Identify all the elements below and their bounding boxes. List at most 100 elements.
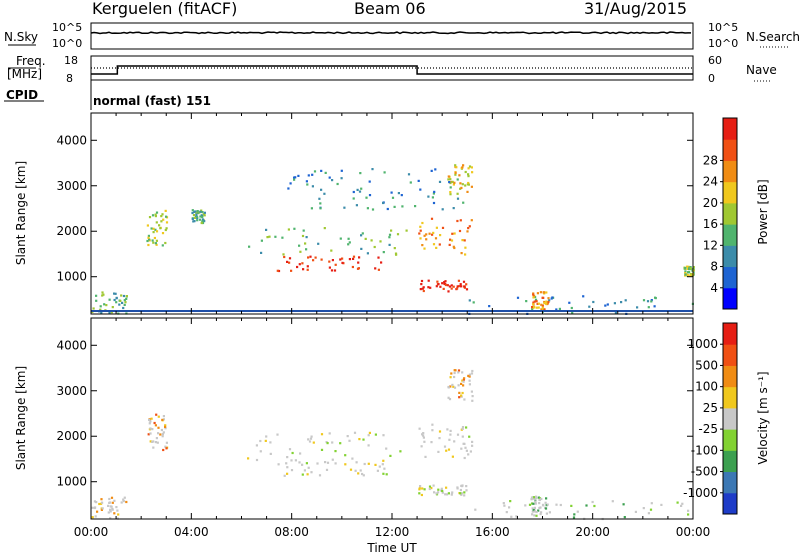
velocity-data-point xyxy=(420,445,423,448)
power-data-point xyxy=(419,188,422,191)
time-tick-label: 04:00 xyxy=(174,525,209,539)
power-data-point xyxy=(152,227,155,230)
velocity-data-point xyxy=(101,507,104,510)
velocity-data-point xyxy=(450,493,453,496)
power-data-point xyxy=(540,303,543,306)
power-colorbar-tick-label: 20 xyxy=(703,196,718,210)
power-data-point xyxy=(400,194,403,197)
power-data-point xyxy=(371,208,375,211)
power-data-point xyxy=(368,194,372,197)
velocity-data-point xyxy=(383,467,386,470)
velocity-data-point xyxy=(307,438,310,441)
velocity-data-point xyxy=(463,398,466,401)
velocity-data-point xyxy=(367,434,370,437)
velocity-data-point xyxy=(447,386,450,389)
power-data-point xyxy=(108,311,111,314)
power-data-point xyxy=(289,182,292,185)
velocity-data-point xyxy=(458,391,461,394)
velocity-data-point xyxy=(363,462,366,466)
velocity-data-point xyxy=(623,516,626,519)
velocity-data-point xyxy=(107,504,110,507)
power-data-point xyxy=(330,249,333,252)
power-data-point xyxy=(287,187,290,190)
velocity-data-point xyxy=(462,378,465,381)
velocity-data-point xyxy=(468,435,471,438)
velocity-data-point xyxy=(474,508,477,511)
power-data-point xyxy=(606,303,609,306)
velocity-data-point xyxy=(159,433,162,436)
power-data-point xyxy=(467,181,470,185)
nave-tick-top: 60 xyxy=(708,54,722,67)
power-data-point xyxy=(464,246,467,249)
velocity-data-point xyxy=(533,506,536,509)
velocity-data-point xyxy=(107,511,110,514)
power-data-point xyxy=(390,191,393,194)
velocity-data-point xyxy=(348,439,351,442)
power-data-point xyxy=(165,221,169,224)
velocity-data-point xyxy=(534,500,537,503)
velocity-data-point xyxy=(680,504,683,507)
power-data-point xyxy=(193,216,197,219)
power-data-point xyxy=(200,221,203,225)
power-data-point xyxy=(100,312,103,315)
power-data-point xyxy=(196,215,199,218)
power-data-point xyxy=(164,228,167,232)
velocity-data-point xyxy=(109,505,112,508)
power-data-point xyxy=(432,243,436,246)
power-data-point xyxy=(454,164,457,167)
velocity-data-point xyxy=(265,435,268,438)
velocity-data-point xyxy=(154,441,157,444)
power-data-point xyxy=(433,190,436,193)
velocity-data-point xyxy=(325,468,329,471)
velocity-data-point xyxy=(510,515,513,518)
velocity-colorbar-swatch xyxy=(723,429,737,451)
power-data-point xyxy=(99,308,102,311)
power-data-point xyxy=(468,299,471,302)
velocity-data-point xyxy=(535,510,538,514)
velocity-data-point xyxy=(111,501,114,504)
power-data-point xyxy=(274,235,277,238)
power-data-point xyxy=(380,261,383,264)
velocity-data-point xyxy=(149,427,152,430)
power-data-point xyxy=(692,271,695,274)
velocity-data-point xyxy=(367,462,370,465)
velocity-data-point xyxy=(165,447,168,450)
power-data-point xyxy=(592,300,595,304)
power-data-point xyxy=(414,205,417,208)
power-data-point xyxy=(442,287,445,290)
power-data-point xyxy=(434,168,437,171)
power-data-point xyxy=(343,206,346,209)
power-data-point xyxy=(361,232,364,235)
power-data-point xyxy=(341,257,344,260)
power-data-point xyxy=(393,205,396,208)
velocity-data-point xyxy=(368,431,371,434)
freq-trace xyxy=(91,65,693,75)
velocity-data-point xyxy=(447,396,450,399)
power-data-point xyxy=(155,211,159,214)
power-data-point xyxy=(314,256,317,259)
velocity-data-point xyxy=(441,491,444,494)
velocity-data-point xyxy=(351,457,354,460)
power-data-point xyxy=(541,304,544,307)
power-data-point xyxy=(192,220,195,223)
power-data-point xyxy=(570,306,573,310)
power-data-point xyxy=(155,221,158,224)
velocity-data-point xyxy=(385,447,388,450)
velocity-data-point xyxy=(353,431,357,434)
velocity-data-point xyxy=(259,450,262,453)
velocity-data-point xyxy=(361,472,364,476)
time-xlabel: Time UT xyxy=(367,541,417,555)
power-data-point xyxy=(123,303,126,306)
velocity-data-point xyxy=(470,390,473,393)
velocity-data-point xyxy=(447,448,451,451)
power-data-point xyxy=(533,300,536,303)
power-data-point xyxy=(305,236,308,239)
velocity-data-point xyxy=(437,488,440,491)
nave-label: Nave xyxy=(746,63,777,77)
power-data-point xyxy=(650,300,653,303)
power-data-point xyxy=(432,192,435,195)
power-data-point xyxy=(154,228,157,231)
velocity-data-point xyxy=(95,501,98,504)
velocity-data-point xyxy=(312,441,315,444)
velocity-data-point xyxy=(531,513,534,516)
